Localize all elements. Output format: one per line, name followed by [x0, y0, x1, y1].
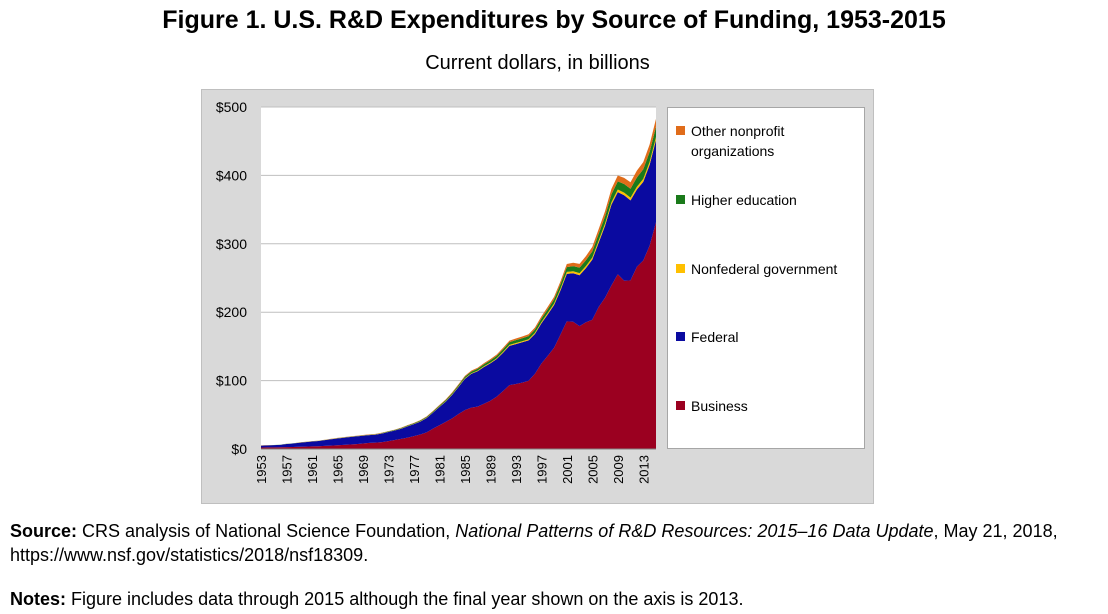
legend-swatch	[676, 195, 685, 204]
x-tick-label: 1985	[458, 455, 473, 484]
x-tick-label: 1981	[432, 455, 447, 484]
notes: Notes: Figure includes data through 2015…	[10, 587, 1105, 611]
legend-label: Other nonprofit organizations	[691, 123, 785, 159]
legend-swatch	[676, 126, 685, 135]
y-tick-label: $100	[216, 373, 247, 389]
x-tick-label: 2009	[611, 455, 626, 484]
source-text: CRS analysis of National Science Foundat…	[77, 521, 456, 541]
x-tick-label: 1961	[305, 455, 320, 484]
x-tick-label: 1993	[509, 455, 524, 484]
source-text-after: , May 21, 2018, https://www.nsf.gov/stat…	[10, 521, 1058, 565]
area-federal	[261, 140, 656, 448]
area-business	[261, 222, 656, 449]
x-tick-label: 1965	[330, 455, 345, 484]
x-tick-label: 1953	[254, 455, 269, 484]
legend-label: Business	[691, 398, 748, 414]
x-tick-label: 1989	[483, 455, 498, 484]
legend-swatch	[676, 264, 685, 273]
notes-label: Notes:	[10, 589, 67, 609]
x-tick-label: 2001	[560, 455, 575, 484]
y-tick-label: $0	[231, 441, 247, 457]
legend-swatch	[676, 401, 685, 410]
x-tick-label: 2013	[636, 455, 651, 484]
chart-legend: Other nonprofit organizations Higher edu…	[667, 107, 865, 449]
y-axis: $0 $100 $200 $300 $400 $500	[216, 99, 247, 457]
x-axis: 1953 1957 1961 1965 1969 1973 1977 1981 1985 1989…	[254, 448, 656, 484]
legend-label: Nonfederal government	[691, 261, 838, 277]
legend-item-higher-education: Higher education	[676, 190, 797, 210]
source-note: Source: CRS analysis of National Science…	[10, 519, 1105, 567]
y-tick-label: $200	[216, 304, 247, 320]
y-tick-label: $500	[216, 99, 247, 115]
x-tick-label: 1973	[381, 455, 396, 484]
legend-swatch	[676, 332, 685, 341]
legend-label: Higher education	[691, 192, 797, 208]
legend-item-nonfederal-government: Nonfederal government	[676, 259, 837, 279]
chart-svg: $0$100$200$300$400$500 1953 1957 1961 1965 1…	[216, 99, 656, 484]
legend-label: Federal	[691, 329, 739, 345]
source-publication: National Patterns of R&D Resources: 2015…	[455, 521, 934, 541]
figure-title: Figure 1. U.S. R&D Expenditures by Sourc…	[162, 6, 946, 34]
legend-item-other-nonprofit: Other nonprofit organizations	[676, 121, 841, 161]
notes-text: Figure includes data through 2015 althou…	[66, 589, 744, 609]
x-tick-label: 1957	[279, 455, 294, 484]
figure-subtitle: Current dollars, in billions	[425, 52, 650, 74]
x-tick-label: 1997	[534, 455, 549, 484]
x-tick-label: 2005	[585, 455, 600, 484]
source-label: Source:	[10, 521, 78, 541]
legend-item-federal: Federal	[676, 327, 738, 347]
area-series	[261, 118, 656, 449]
x-tick-label: 1977	[407, 455, 422, 484]
legend-item-business: Business	[676, 396, 748, 416]
y-tick-label: $400	[216, 167, 247, 183]
y-tick-label: $300	[216, 236, 247, 252]
x-tick-label: 1969	[356, 455, 371, 484]
